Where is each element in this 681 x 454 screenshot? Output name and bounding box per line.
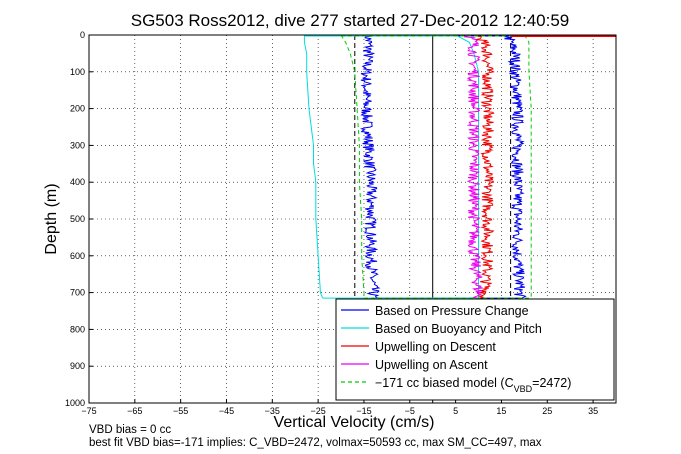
- series-2: [475, 34, 495, 299]
- series-layer: [303, 34, 616, 299]
- chart-title: SG503 Ross2012, dive 277 started 27-Dec-…: [131, 11, 570, 30]
- x-tick-label: 25: [542, 406, 552, 416]
- legend-biased-model-subscript: VBD: [514, 384, 533, 394]
- x-tick-label: −25: [310, 406, 325, 416]
- series-4: [340, 34, 532, 299]
- series-line: [504, 34, 527, 299]
- legend-pressure-change: Based on Pressure Change: [375, 304, 529, 318]
- x-tick-label: 5: [453, 406, 458, 416]
- y-tick-label: 100: [70, 67, 85, 77]
- series-3: [464, 34, 483, 299]
- y-tick-label: 700: [70, 288, 85, 298]
- x-tick-label: 15: [496, 406, 506, 416]
- series-line: [475, 34, 495, 299]
- y-tick-label: 1000: [65, 398, 85, 408]
- legend-buoyancy-pitch: Based on Buoyancy and Pitch: [375, 322, 542, 336]
- y-tick-label: 300: [70, 140, 85, 150]
- x-tick-label: 35: [588, 406, 598, 416]
- y-tick-label: 600: [70, 251, 85, 261]
- y-axis-label: Depth (m): [43, 183, 60, 254]
- series-line: [523, 34, 532, 299]
- x-axis-label: Vertical Velocity (cm/s): [274, 414, 435, 431]
- y-tick-label: 500: [70, 214, 85, 224]
- x-tick-label: −55: [173, 406, 188, 416]
- y-tick-label: 0: [80, 30, 85, 40]
- x-tick-label: −15: [356, 406, 371, 416]
- legend-biased-model-main: −171 cc biased model (C: [375, 376, 514, 390]
- note-vbd-bias: VBD bias = 0 cc: [89, 424, 171, 436]
- note-best-fit: best fit VBD bias=-171 implies: C_VBD=24…: [89, 437, 542, 449]
- y-tick-label: 900: [70, 361, 85, 371]
- y-axis-ticks: 0 100 200 300 400 500 600 700 800 900 1000: [65, 30, 93, 408]
- legend-upwelling-ascent: Upwelling on Ascent: [375, 358, 488, 372]
- x-tick-label: −45: [219, 406, 234, 416]
- x-tick-label: −65: [127, 406, 142, 416]
- series-line: [303, 35, 324, 299]
- series-line: [464, 34, 483, 299]
- legend-box: [335, 298, 615, 401]
- x-tick-label: −35: [265, 406, 280, 416]
- legend-biased-model: −171 cc biased model (CVBD=2472): [375, 376, 571, 394]
- x-axis-ticks: −75 −65 −55 −45 −35 −25 −15 −5 5 15 25 35: [81, 399, 598, 416]
- legend-biased-model-tail: =2472): [532, 376, 571, 390]
- legend: Based on Pressure Change Based on Buoyan…: [335, 298, 615, 401]
- series-line: [340, 34, 365, 299]
- x-tick-label: −75: [81, 406, 96, 416]
- y-tick-label: 400: [70, 177, 85, 187]
- y-tick-label: 200: [70, 104, 85, 114]
- x-tick-label: −5: [405, 406, 415, 416]
- series-line: [360, 34, 381, 299]
- y-tick-label: 800: [70, 324, 85, 334]
- legend-upwelling-descent: Upwelling on Descent: [375, 340, 496, 354]
